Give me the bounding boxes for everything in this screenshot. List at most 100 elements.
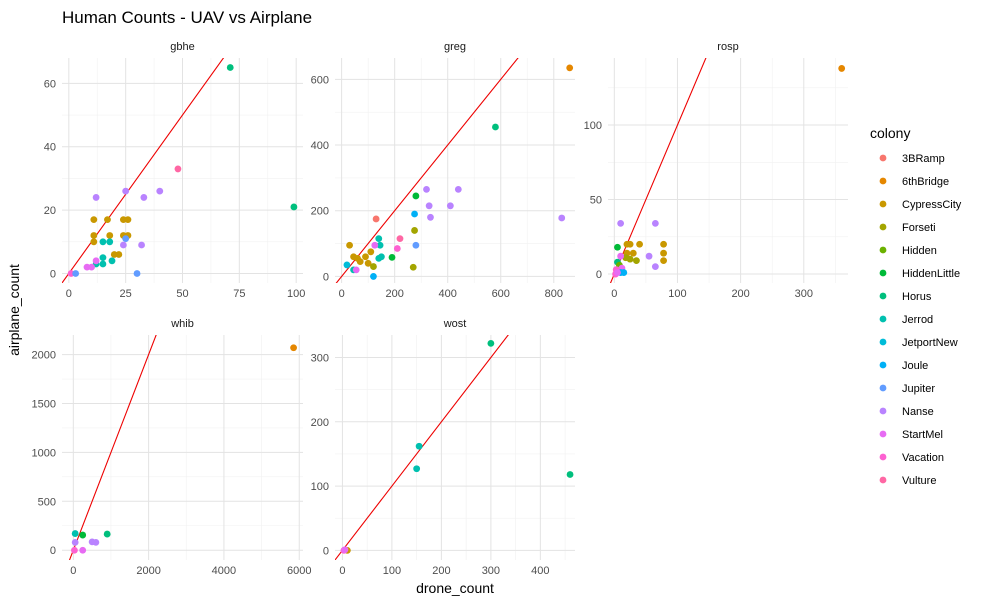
- panel-grid: [335, 335, 575, 560]
- x-tick-label: 100: [287, 288, 305, 300]
- data-point: [124, 216, 132, 224]
- y-axis-title: airplane_count: [6, 264, 22, 356]
- data-point: [350, 253, 357, 261]
- data-point: [566, 471, 574, 478]
- y-tick-label: 1500: [32, 398, 56, 410]
- y-tick-label: 40: [44, 142, 56, 154]
- data-point: [140, 194, 148, 201]
- facet-label: wost: [443, 318, 467, 330]
- data-point: [633, 257, 640, 265]
- legend-key: [879, 315, 887, 323]
- data-point: [651, 219, 659, 227]
- data-point: [122, 187, 130, 195]
- legend-label: JetportNew: [902, 337, 958, 349]
- x-tick-label: 400: [439, 288, 457, 300]
- legend-item: Horus: [879, 291, 932, 303]
- data-point: [660, 240, 667, 248]
- reference-line: [335, 335, 509, 560]
- legend-item: Vacation: [879, 452, 944, 464]
- facet-label: rosp: [717, 41, 738, 53]
- data-point: [122, 235, 130, 243]
- legend-key: [879, 361, 887, 369]
- data-point: [72, 270, 80, 277]
- data-point: [71, 546, 78, 554]
- y-tick-label: 500: [38, 496, 56, 508]
- data-point: [370, 273, 377, 280]
- x-tick-label: 200: [385, 288, 403, 300]
- facet-label: greg: [444, 41, 466, 53]
- legend: colony 3BRamp 6thBridge CypressCity Forseti…: [870, 125, 962, 487]
- x-tick-label: 100: [668, 288, 686, 300]
- data-point: [411, 210, 418, 218]
- data-point: [396, 235, 404, 243]
- facet-panel-whib: whib 0 2000 4000 6000 0 500 1000 1500 2000: [32, 318, 312, 577]
- x-tick-label: 200: [731, 288, 749, 300]
- data-point: [71, 538, 79, 546]
- legend-label: 6thBridge: [902, 176, 949, 188]
- legend-item: Jerrod: [879, 314, 933, 326]
- data-point: [413, 465, 421, 473]
- x-tick-label: 0: [611, 288, 617, 300]
- legend-key: [879, 177, 887, 185]
- data-point: [415, 442, 423, 450]
- legend-item: 6thBridge: [879, 176, 949, 188]
- legend-label: Hidden: [902, 245, 937, 257]
- legend-key: [879, 407, 887, 415]
- y-tick-label: 0: [323, 271, 329, 283]
- data-point: [487, 339, 495, 347]
- panel-grid: [608, 58, 848, 283]
- legend-item: Vulture: [879, 475, 936, 487]
- x-tick-label: 400: [531, 565, 549, 577]
- data-point: [174, 165, 182, 173]
- data-point: [372, 215, 380, 223]
- legend-label: 3BRamp: [902, 153, 945, 165]
- legend-label: CypressCity: [902, 199, 962, 211]
- legend-label: HiddenLittle: [902, 268, 960, 280]
- legend-label: Nanse: [902, 406, 934, 418]
- data-point: [106, 238, 114, 246]
- data-point: [660, 249, 667, 257]
- data-point: [614, 243, 621, 251]
- legend-item: HiddenLittle: [879, 268, 960, 280]
- x-tick-label: 200: [432, 565, 450, 577]
- legend-label: Horus: [902, 291, 932, 303]
- legend-label: StartMel: [902, 429, 943, 441]
- legend-key: [879, 269, 887, 277]
- y-tick-label: 100: [584, 120, 602, 132]
- y-tick-label: 0: [596, 269, 602, 281]
- data-point: [71, 530, 79, 537]
- y-tick-label: 20: [44, 205, 56, 217]
- data-point: [838, 65, 846, 72]
- data-point: [446, 202, 454, 210]
- x-tick-label: 6000: [287, 565, 311, 577]
- data-point: [119, 241, 127, 249]
- data-point: [636, 240, 643, 248]
- data-point: [99, 254, 107, 262]
- y-tick-label: 400: [311, 140, 329, 152]
- data-point: [138, 241, 145, 249]
- reference-line: [68, 335, 157, 560]
- legend-key: [879, 223, 887, 231]
- data-point: [617, 252, 625, 260]
- data-point: [156, 187, 164, 195]
- data-point: [92, 538, 100, 546]
- data-point: [492, 123, 499, 131]
- data-point: [412, 241, 420, 249]
- y-tick-label: 200: [311, 206, 329, 218]
- data-point: [362, 253, 369, 261]
- reference-line: [335, 58, 519, 283]
- legend-item: StartMel: [879, 429, 943, 441]
- data-point: [651, 263, 659, 271]
- data-point: [108, 257, 116, 265]
- legend-label: Vacation: [902, 452, 944, 464]
- chart-title: Human Counts - UAV vs Airplane: [62, 8, 312, 27]
- data-point: [566, 64, 574, 72]
- data-point: [104, 216, 111, 224]
- legend-item: Hidden: [879, 245, 937, 257]
- facet-panel-rosp: rosp 0 100 200 300 0 50 100: [584, 41, 848, 300]
- legend-item: JetportNew: [879, 337, 958, 349]
- y-tick-label: 300: [311, 353, 329, 365]
- data-point: [378, 253, 385, 261]
- data-point: [614, 269, 621, 276]
